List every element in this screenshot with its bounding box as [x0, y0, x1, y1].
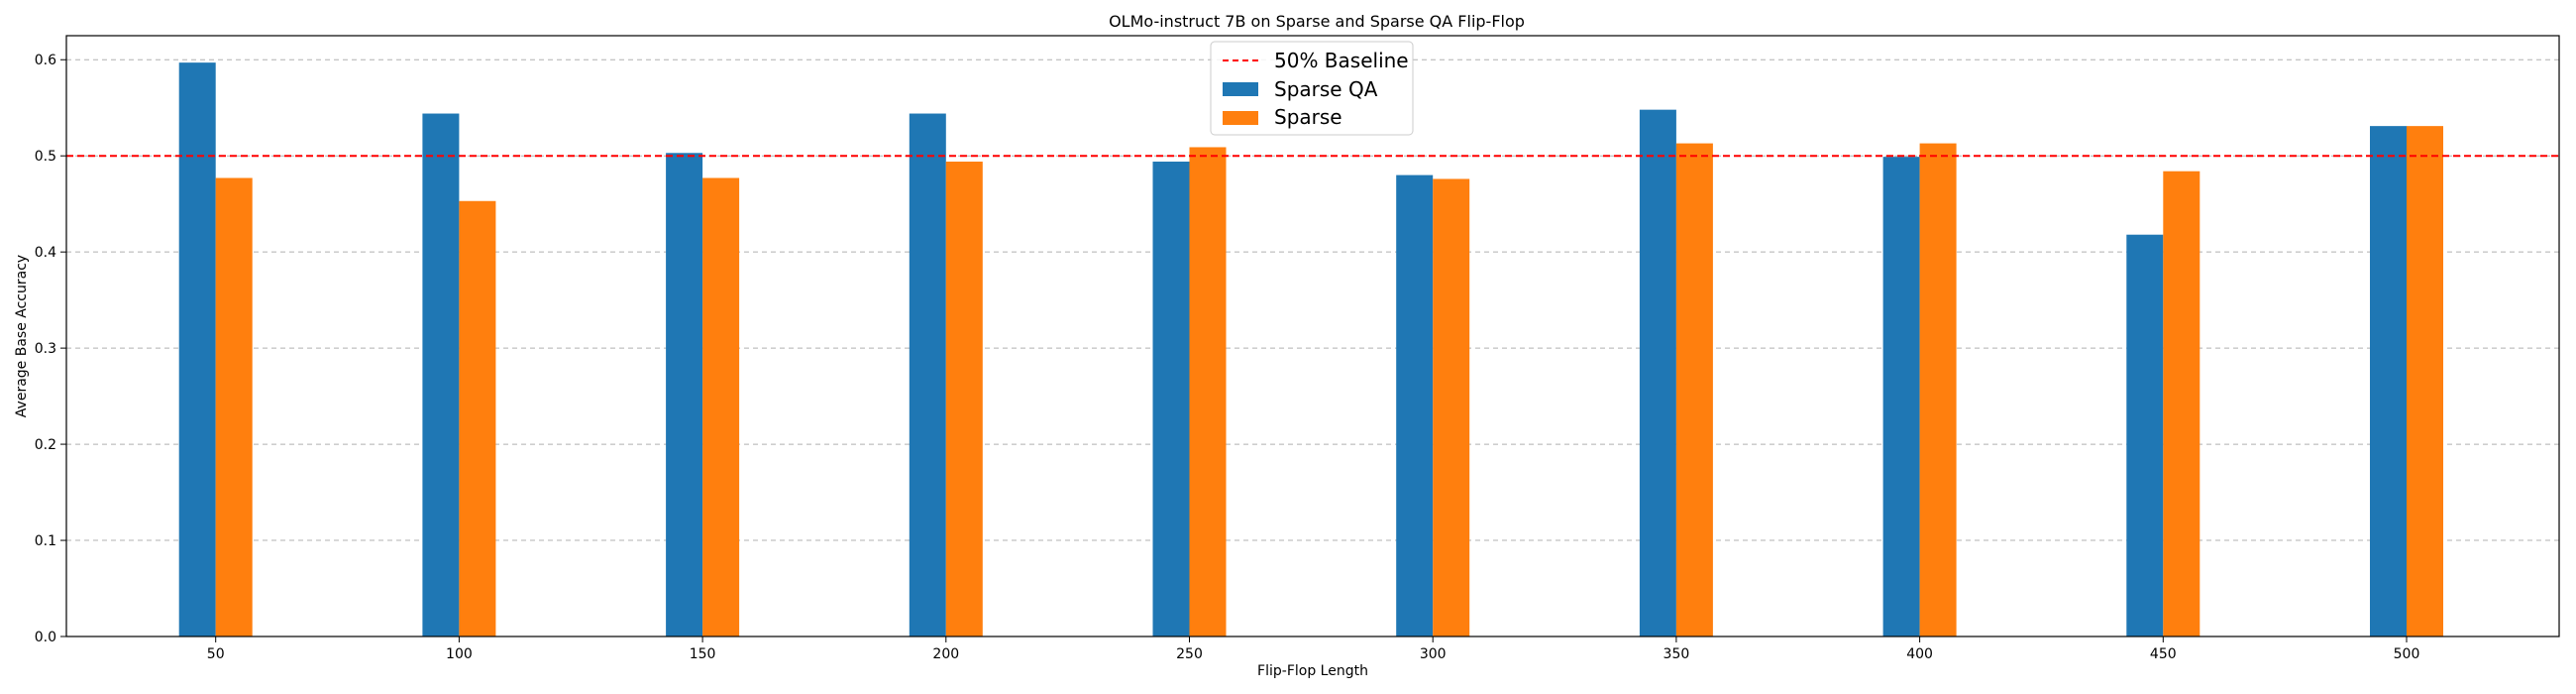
x-axis-label: Flip-Flop Length — [1257, 663, 1368, 679]
plot-frame — [65, 35, 2560, 637]
bar-sparse-qa — [909, 113, 946, 636]
bar-sparse-qa — [2370, 126, 2407, 637]
bars — [178, 62, 2443, 637]
bar-sparse — [702, 177, 740, 636]
x-tick-label: 50 — [207, 646, 225, 662]
y-tick-label: 0.5 — [35, 149, 56, 165]
x-tick-label: 150 — [690, 646, 716, 662]
legend-sparse-swatch — [1223, 111, 1258, 125]
x-tick-label: 100 — [446, 646, 473, 662]
bar-sparse-qa — [1152, 162, 1190, 637]
y-tick-label: 0.4 — [35, 245, 56, 261]
chart-title: OLMo-instruct 7B on Sparse and Sparse QA… — [1109, 12, 1525, 31]
bar-sparse-qa — [1396, 174, 1434, 637]
x-tick-label: 450 — [2150, 646, 2177, 662]
y-axis: 0.0 0.1 0.2 0.3 0.4 0.5 0.6 — [35, 53, 66, 645]
legend-sparse-qa-label: Sparse QA — [1274, 77, 1378, 101]
bar-sparse — [1675, 143, 1713, 636]
y-tick-label: 0.2 — [35, 437, 56, 453]
x-tick-label: 250 — [1176, 646, 1203, 662]
bar-sparse — [2163, 171, 2200, 636]
x-axis: 50 100 150 200 250 300 350 400 450 500 — [207, 636, 2420, 662]
bar-sparse-qa — [422, 113, 460, 636]
legend-baseline-label: 50% Baseline — [1274, 49, 1409, 72]
bar-sparse — [2407, 126, 2443, 637]
bar-sparse — [1919, 143, 1957, 636]
y-tick-label: 0.6 — [35, 53, 56, 68]
bar-sparse — [459, 200, 496, 637]
bar-sparse-qa — [1639, 109, 1676, 637]
bar-sparse-qa — [1882, 157, 1920, 636]
y-axis-label: Average Base Accuracy — [14, 255, 30, 417]
bar-sparse-qa — [666, 153, 703, 636]
x-tick-label: 400 — [1906, 646, 1933, 662]
x-tick-label: 350 — [1664, 646, 1690, 662]
bar-sparse — [1433, 178, 1470, 636]
legend-sparse-label: Sparse — [1274, 105, 1342, 129]
legend-frame — [1210, 41, 1414, 136]
legend-sparse-qa-swatch — [1223, 82, 1258, 96]
y-tick-label: 0.3 — [35, 341, 56, 357]
x-tick-label: 500 — [2394, 646, 2420, 662]
bar-sparse — [215, 177, 253, 636]
bar-sparse-qa — [178, 62, 216, 636]
x-tick-label: 300 — [1420, 646, 1447, 662]
bar-sparse — [1189, 147, 1227, 636]
legend: 50% Baseline Sparse QA Sparse — [1210, 41, 1414, 136]
y-tick-label: 0.0 — [35, 630, 56, 645]
y-tick-label: 0.1 — [35, 533, 56, 549]
x-tick-label: 200 — [932, 646, 959, 662]
bar-sparse — [945, 162, 983, 637]
bar-sparse-qa — [2126, 234, 2164, 636]
